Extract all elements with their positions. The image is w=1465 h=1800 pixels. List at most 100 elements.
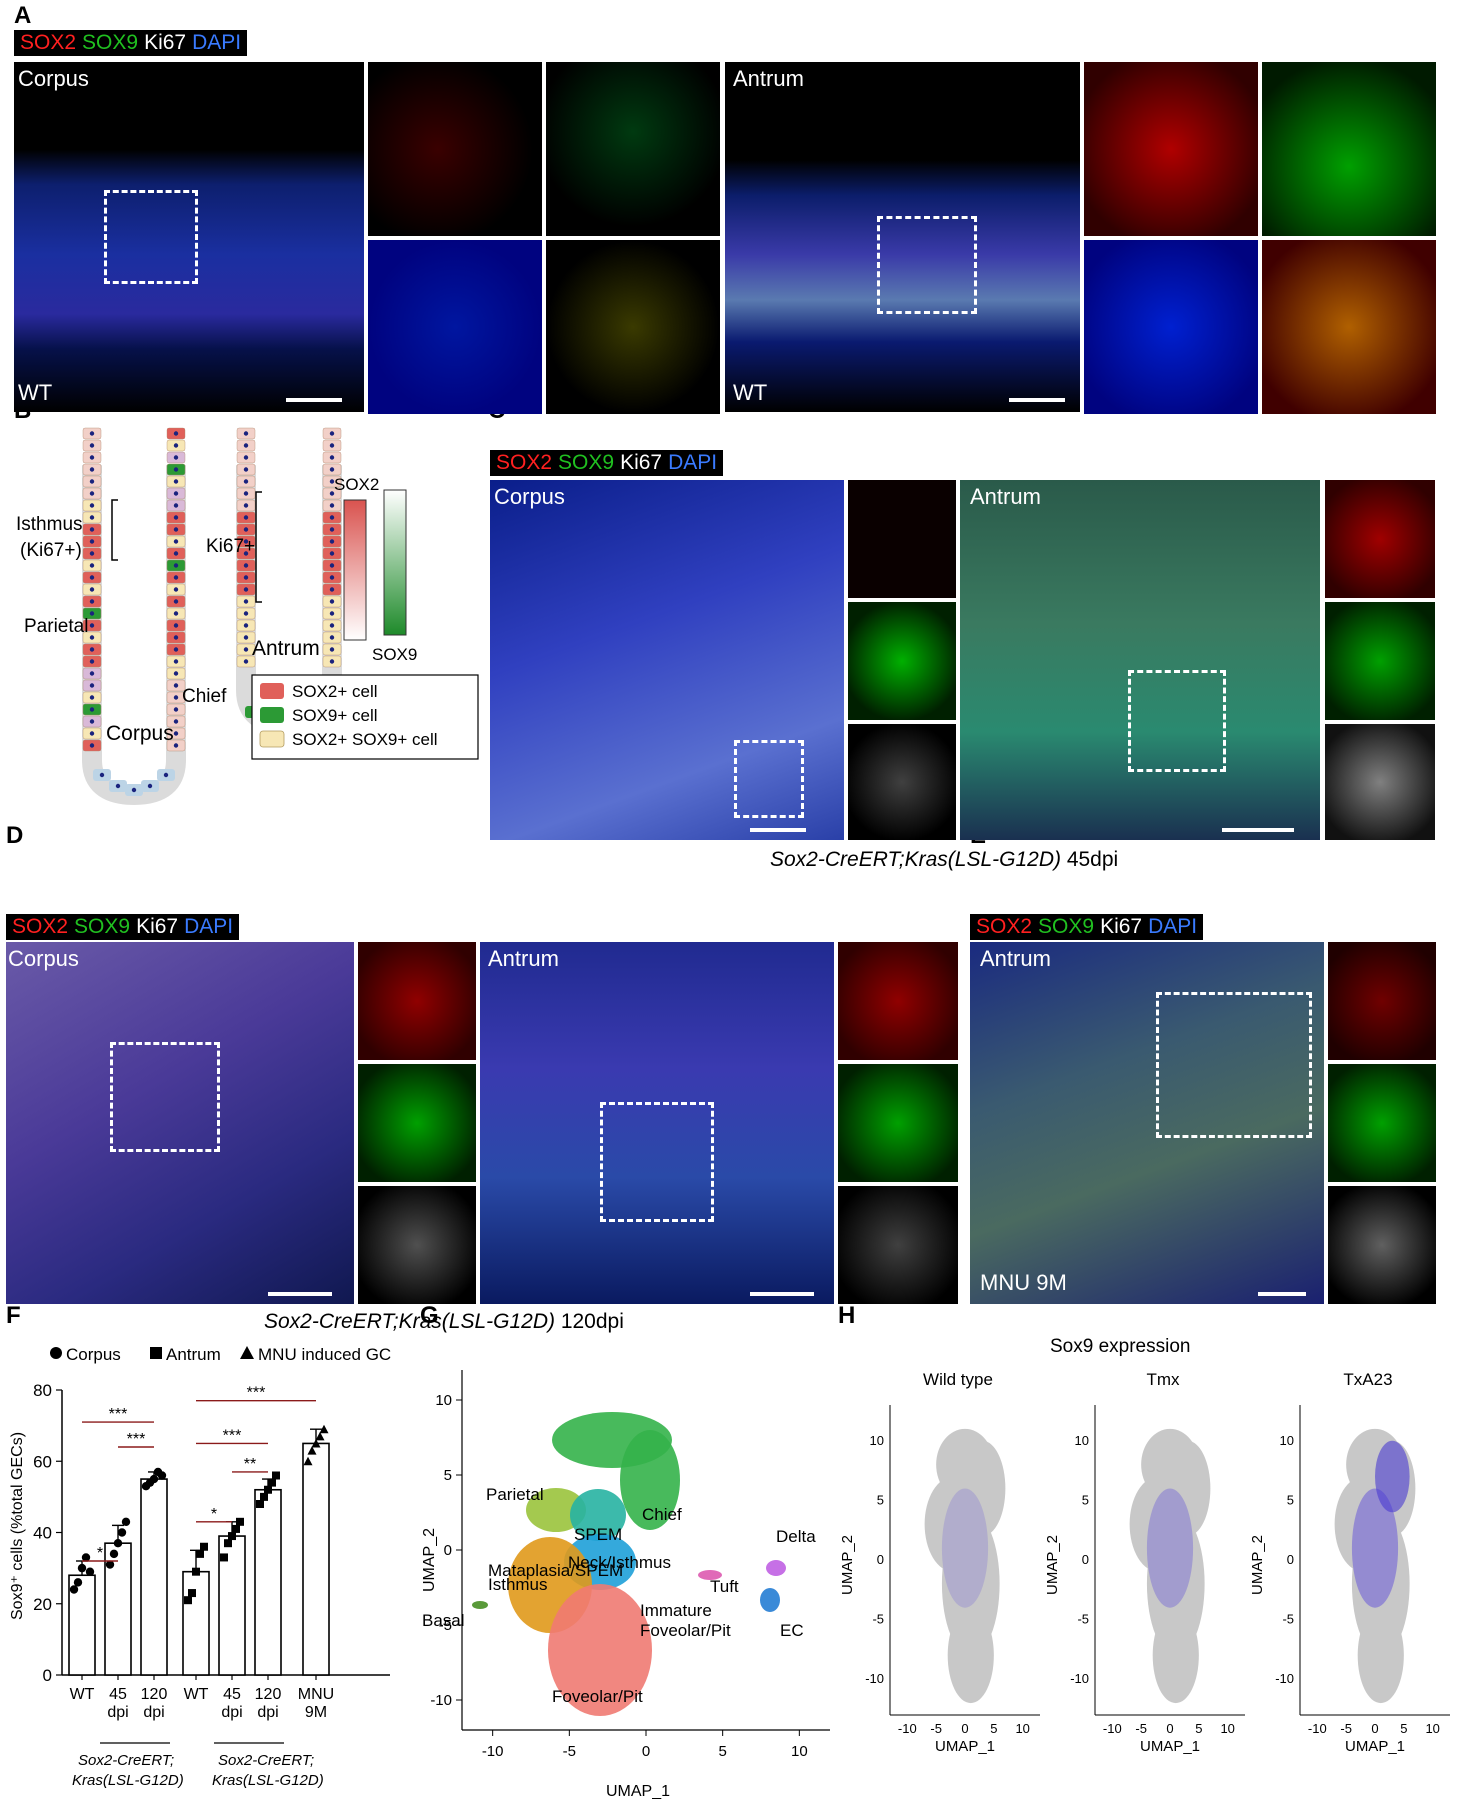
nucleus xyxy=(173,599,179,604)
significance-mark: ** xyxy=(244,1456,256,1473)
inset-box xyxy=(104,190,198,284)
isthmus-label: Isthmus xyxy=(16,514,83,535)
nucleus xyxy=(173,551,179,556)
nucleus xyxy=(243,431,249,436)
nucleus xyxy=(89,479,95,484)
feature-plots-h: Wild type-10 -5 0 5 101050-5-10UMAP_1UMAP_2T… xyxy=(839,1370,1450,1755)
cluster-label-parietal: Parietal xyxy=(486,1485,544,1504)
feature-plot: TxA23 -10 -5 0 5 10 10 5 0 -5 -10 UMAP_1 UMAP_2 xyxy=(1249,1370,1450,1755)
micrograph-c-antrum: Antrum xyxy=(960,480,1320,840)
y-tick-label: 0 xyxy=(877,1552,884,1567)
data-point xyxy=(77,1563,87,1573)
data-point xyxy=(307,1446,317,1455)
nucleus xyxy=(89,515,95,520)
nucleus xyxy=(173,563,179,568)
label-corpus: Corpus xyxy=(8,946,79,971)
nucleus xyxy=(329,563,335,568)
label-wt: WT xyxy=(18,380,53,405)
data-point xyxy=(303,1456,313,1466)
legend-swatch-double xyxy=(259,730,285,748)
nucleus xyxy=(329,551,335,556)
feature-plot-subtitle: Wild type xyxy=(923,1370,993,1389)
x-tick-label: -5 xyxy=(1340,1721,1352,1736)
nucleus xyxy=(329,467,335,472)
scale-bar xyxy=(1009,398,1065,402)
inset-box xyxy=(600,1102,714,1222)
data-point xyxy=(220,1553,228,1562)
feature-plot: Tmx -10 -5 0 5 10 10 5 0 -5 -10 UMAP_1 UMAP_2 xyxy=(1044,1370,1245,1755)
nucleus xyxy=(173,479,179,484)
inset-d-antrum-sox2 xyxy=(838,942,958,1060)
inset-d-corpus-ki67 xyxy=(358,1186,476,1304)
inset-a-antrum-sox2 xyxy=(1084,62,1258,236)
nucleus xyxy=(173,707,179,712)
expression-region xyxy=(1375,1440,1410,1513)
nucleus xyxy=(89,731,95,736)
y-tick-label: 5 xyxy=(1287,1492,1294,1507)
cluster-label-neck: Neck/Isthmus xyxy=(568,1553,671,1572)
panel-label-f: F xyxy=(6,1302,21,1329)
cluster-spem xyxy=(570,1489,626,1541)
inset-c-corpus-ki67 xyxy=(848,724,956,840)
group-label-2-line1: Sox2-CreERT; xyxy=(218,1752,314,1769)
panel-label-a: A xyxy=(14,2,32,29)
nucleus xyxy=(89,611,95,616)
nucleus xyxy=(329,491,335,496)
data-point xyxy=(236,1517,244,1526)
nucleus xyxy=(243,491,249,496)
data-point xyxy=(264,1485,272,1494)
y-tick-label: 80 xyxy=(33,1381,52,1400)
cluster-chief xyxy=(620,1430,680,1530)
x-tick-label: dpi xyxy=(107,1704,128,1721)
cluster-delta xyxy=(766,1560,786,1576)
nucleus xyxy=(89,695,95,700)
legend-marker-mnu xyxy=(240,1346,254,1359)
nucleus xyxy=(173,575,179,580)
legend-ki67: Ki67 xyxy=(1100,915,1143,938)
data-point xyxy=(232,1524,240,1533)
nucleus xyxy=(329,647,335,652)
inset-box xyxy=(734,740,804,818)
nucleus xyxy=(173,623,179,628)
data-point xyxy=(315,1431,325,1441)
micrograph-d-corpus: Corpus xyxy=(6,942,354,1304)
legend-sox2: SOX2 xyxy=(496,451,553,474)
inset-d-corpus-sox2 xyxy=(358,942,476,1060)
y-tick-label: -5 xyxy=(439,1617,452,1634)
feature-plot: Wild type -10 -5 0 5 10 10 5 0 -5 -10 UMAP_1 UMAP_2 xyxy=(839,1370,1040,1755)
inset-box xyxy=(1156,992,1312,1138)
nucleus xyxy=(329,431,335,436)
x-tick-label: dpi xyxy=(143,1704,164,1721)
data-point xyxy=(228,1532,236,1541)
stain-legend-a: SOX2 SOX9 Ki67 DAPI xyxy=(14,30,248,56)
nucleus xyxy=(243,563,249,568)
nucleus xyxy=(329,635,335,640)
y-tick-label: 60 xyxy=(33,1452,52,1471)
nucleus xyxy=(243,659,249,664)
nucleus xyxy=(243,467,249,472)
nucleus xyxy=(173,467,179,472)
y-tick-label: -10 xyxy=(1070,1671,1089,1686)
data-point xyxy=(260,1492,268,1501)
nucleus xyxy=(173,647,179,652)
expression-region xyxy=(1351,1488,1399,1608)
x-tick-label: 0 xyxy=(1166,1721,1173,1736)
inset-c-antrum-sox2 xyxy=(1325,480,1435,598)
label-antrum: Antrum xyxy=(733,66,804,91)
micrograph-c-corpus: Corpus xyxy=(490,480,844,840)
y-tick-label: -10 xyxy=(1275,1671,1294,1686)
group-label-1-line2: Kras(LSL-G12D) xyxy=(72,1772,184,1789)
x-tick-label: 120 xyxy=(255,1686,282,1703)
inset-a-antrum-dapi xyxy=(1084,240,1258,414)
y-tick-label: -10 xyxy=(430,1692,452,1709)
legend-sox2: SOX2 xyxy=(976,915,1033,938)
y-tick-label: 5 xyxy=(1082,1492,1089,1507)
legend-sox9: SOX9 xyxy=(74,915,131,938)
data-point xyxy=(109,1549,119,1559)
legend-sox2: SOX2 xyxy=(12,915,69,938)
nucleus xyxy=(329,539,335,544)
bar xyxy=(302,1442,330,1676)
nucleus xyxy=(329,611,335,616)
label-antrum: Antrum xyxy=(970,484,1041,509)
ki67-label: Ki67+ xyxy=(206,536,255,557)
